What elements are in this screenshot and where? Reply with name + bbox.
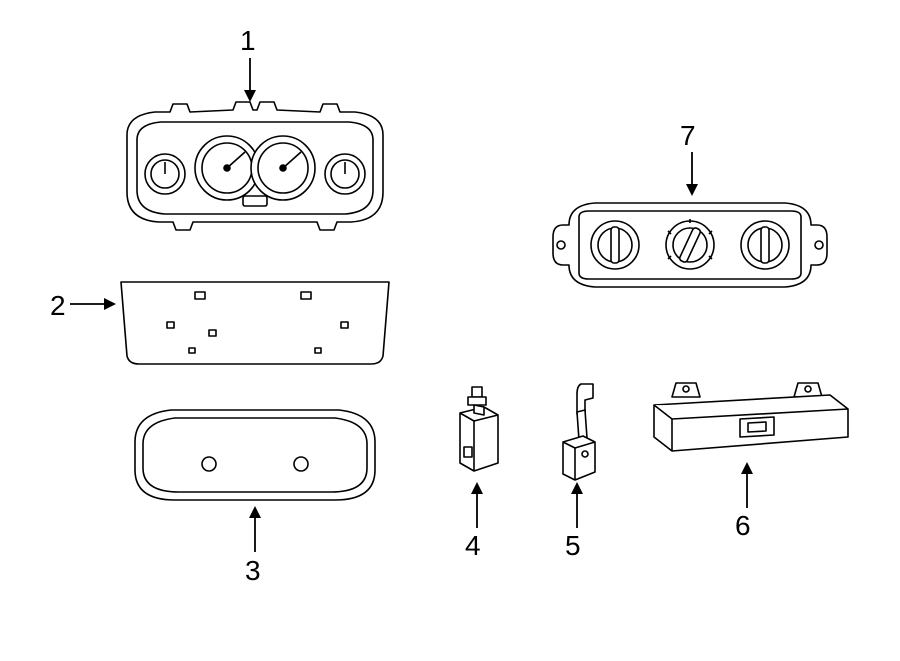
callout-label-5: 5: [565, 530, 581, 562]
callout-arrow-6: [739, 460, 755, 508]
callout-label-2: 2: [50, 290, 66, 322]
part-dash-module: [640, 375, 855, 460]
callout-arrow-5: [569, 480, 585, 528]
part-switch-push-button: [450, 385, 505, 485]
callout-label-1: 1: [240, 25, 256, 57]
callout-label-6: 6: [735, 510, 751, 542]
part-cluster-back-panel: [115, 270, 395, 370]
callout-arrow-4: [469, 480, 485, 528]
callout-label-4: 4: [465, 530, 481, 562]
callout-arrow-2: [70, 296, 118, 312]
diagram-canvas: 1 2 3 4 5 6 7: [0, 0, 900, 661]
part-switch-lever: [555, 380, 600, 485]
part-hvac-control-panel: [545, 195, 835, 295]
callout-label-3: 3: [245, 555, 261, 587]
callout-label-7: 7: [680, 120, 696, 152]
callout-arrow-1: [242, 58, 258, 104]
callout-arrow-7: [684, 152, 700, 198]
callout-arrow-3: [247, 504, 263, 552]
part-instrument-cluster: [115, 100, 395, 235]
part-cluster-lens: [125, 400, 385, 510]
